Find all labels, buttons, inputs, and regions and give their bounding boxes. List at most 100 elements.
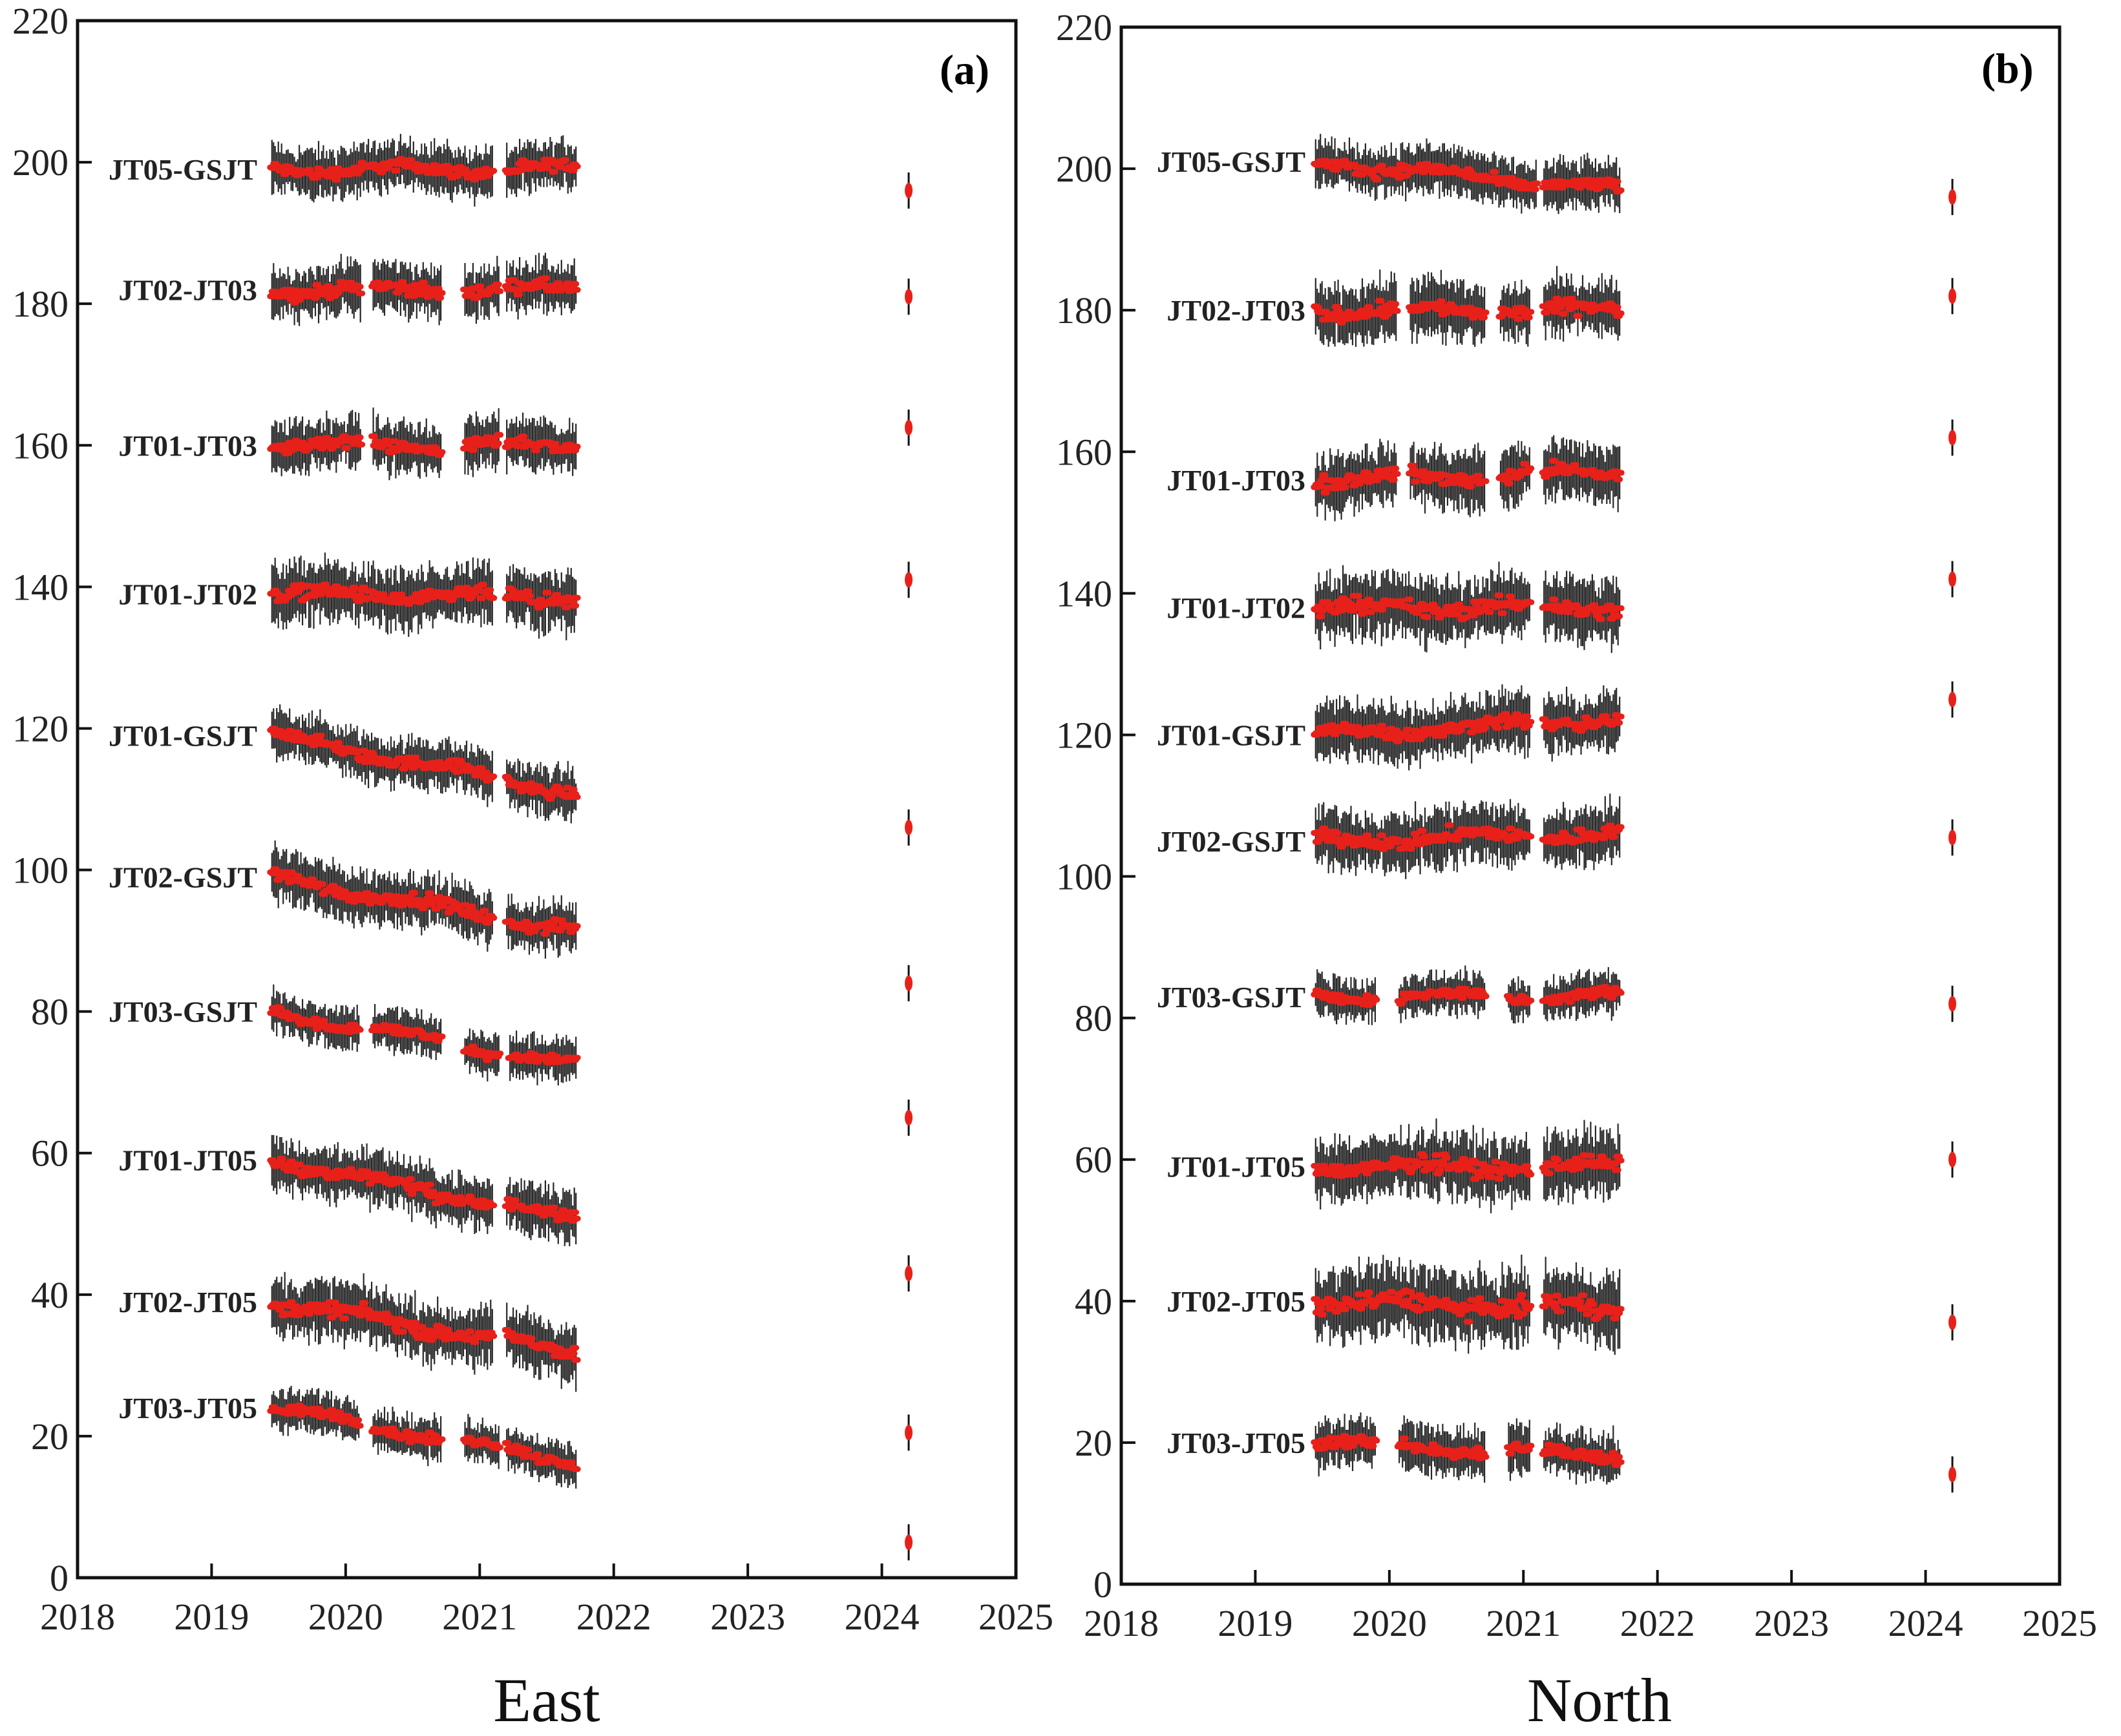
reference-point (905, 1109, 913, 1125)
series-label: JT01-JT02 (1166, 591, 1305, 624)
x-tick-label: 2018 (40, 1596, 115, 1638)
x-tick-label: 2022 (1620, 1602, 1695, 1644)
data-points (267, 726, 581, 802)
data-points (1311, 1433, 1625, 1469)
panel-a-tag: (a) (940, 47, 989, 94)
panel-b-axis-ticks: 2018 2019 2020 2021 2022 2023 2024 2025 0 20 40 60 8… (1056, 6, 2097, 1644)
y-tick-label: 160 (1056, 431, 1112, 473)
series-label: JT03-JT05 (1166, 1427, 1305, 1459)
panel-b-frame (1119, 25, 2062, 1586)
x-tick-label: 2020 (308, 1596, 383, 1638)
series-jt01-gsjt: JT01-GSJT (1157, 681, 1957, 771)
series-jt01-jt05: JT01-JT05 (1166, 1118, 1957, 1213)
data-points (1311, 822, 1625, 852)
y-tick-label: 220 (12, 0, 69, 42)
series-jt01-jt05: JT01-JT05 (118, 1135, 913, 1292)
reference-point (1948, 996, 1957, 1012)
series-label: JT02-GSJT (1157, 825, 1305, 858)
series-jt03-gsjt: JT03-GSJT (1157, 965, 1957, 1025)
series-label: JT01-JT05 (118, 1144, 257, 1177)
panel-b-north: 2018 2019 2020 2021 2022 2023 2024 2025 0 20 40 60 8… (1056, 6, 2097, 1735)
reference-point (1948, 1467, 1957, 1483)
reference-point (905, 289, 913, 305)
reference-point (905, 1425, 913, 1441)
y-tick-label: 80 (1075, 998, 1112, 1040)
reference-point (905, 1265, 913, 1281)
series-jt01-jt02: JT01-JT02 (1166, 561, 1957, 653)
x-tick-label: 2020 (1352, 1602, 1427, 1644)
series-jt03-gsjt: JT03-GSJT (109, 984, 913, 1136)
data-points (267, 1156, 581, 1224)
x-tick-label: 2023 (710, 1596, 785, 1638)
y-tick-label: 180 (1056, 289, 1112, 331)
series-jt05-gsjt: JT05-GSJT (109, 134, 913, 209)
series-label: JT03-JT05 (118, 1392, 257, 1425)
series-label: JT02-JT05 (118, 1286, 257, 1319)
series-label: JT02-GSJT (109, 861, 257, 894)
y-tick-label: 20 (31, 1416, 69, 1458)
series-jt02-jt05: JT02-JT05 (1166, 1255, 1957, 1355)
series-jt01-jt03: JT01-JT03 (1166, 419, 1957, 521)
series-jt02-jt05: JT02-JT05 (118, 1271, 913, 1451)
panel-a-axis-ticks: 2018 2019 2020 2021 2022 2023 2024 2025 0 20 40 60 8… (12, 0, 1053, 1638)
series-label: JT01-JT03 (1166, 464, 1305, 497)
reference-point (1948, 430, 1957, 446)
series-jt01-jt03: JT01-JT03 (118, 407, 913, 481)
y-tick-label: 140 (1056, 572, 1112, 614)
reference-point (1948, 830, 1957, 846)
series-label: JT02-JT03 (1166, 294, 1305, 327)
y-tick-label: 80 (31, 991, 69, 1033)
reference-point (1948, 1314, 1957, 1330)
series-label: JT03-GSJT (1157, 981, 1305, 1014)
x-tick-label: 2022 (576, 1596, 651, 1638)
data-points (1311, 158, 1625, 194)
reference-point (905, 819, 913, 835)
data-points (267, 1004, 581, 1066)
y-tick-label: 200 (12, 141, 69, 183)
panel-a-east: 2018 2019 2020 2021 2022 2023 2024 2025 0 20 40 60 8… (12, 0, 1053, 1735)
data-points (1311, 1288, 1625, 1325)
y-tick-label: 200 (1056, 148, 1112, 190)
y-tick-label: 160 (12, 424, 69, 466)
y-tick-label: 120 (1056, 714, 1112, 756)
data-points (267, 156, 581, 183)
y-tick-label: 40 (1075, 1281, 1112, 1323)
reference-point (1948, 288, 1957, 304)
data-points (267, 1299, 581, 1363)
y-tick-label: 120 (12, 707, 69, 749)
data-points (1311, 295, 1625, 326)
series-label: JT03-GSJT (109, 996, 257, 1029)
series-jt02-jt03: JT02-JT03 (118, 253, 913, 326)
reference-point (905, 572, 913, 588)
x-tick-label: 2025 (2022, 1602, 2097, 1644)
panel-b-tag: (b) (1981, 45, 2034, 92)
y-tick-label: 60 (1075, 1139, 1112, 1181)
series-label: JT01-JT02 (118, 578, 257, 611)
panel-b-x-title: North (1527, 1666, 1672, 1735)
x-tick-label: 2021 (442, 1596, 517, 1638)
x-tick-label: 2019 (1218, 1602, 1293, 1644)
series-label: JT01-JT05 (1166, 1151, 1305, 1184)
series-label: JT02-JT03 (118, 273, 257, 306)
reference-point (1948, 691, 1957, 707)
data-points (267, 866, 581, 937)
data-points (1311, 711, 1625, 744)
data-points (1311, 457, 1625, 496)
reference-point (905, 975, 913, 991)
series-jt01-gsjt: JT01-GSJT (109, 704, 913, 846)
reference-point (1948, 1151, 1957, 1167)
y-tick-label: 180 (12, 283, 69, 325)
panel-a-frame (76, 19, 1018, 1580)
series-label: JT02-JT05 (1166, 1285, 1305, 1318)
y-tick-label: 40 (31, 1274, 69, 1316)
series-jt05-gsjt: JT05-GSJT (1157, 134, 1957, 215)
reference-point (1948, 571, 1957, 587)
data-points (1311, 592, 1625, 623)
data-points (1311, 1151, 1625, 1182)
reference-point (905, 1534, 913, 1551)
panel-a-series: JT05-GSJT JT02-JT03 JT01-JT03 JT01-JT02 JT01… (109, 134, 913, 1561)
data-points (267, 1402, 581, 1472)
y-tick-label: 20 (1075, 1422, 1112, 1464)
y-tick-label: 0 (1093, 1563, 1112, 1605)
